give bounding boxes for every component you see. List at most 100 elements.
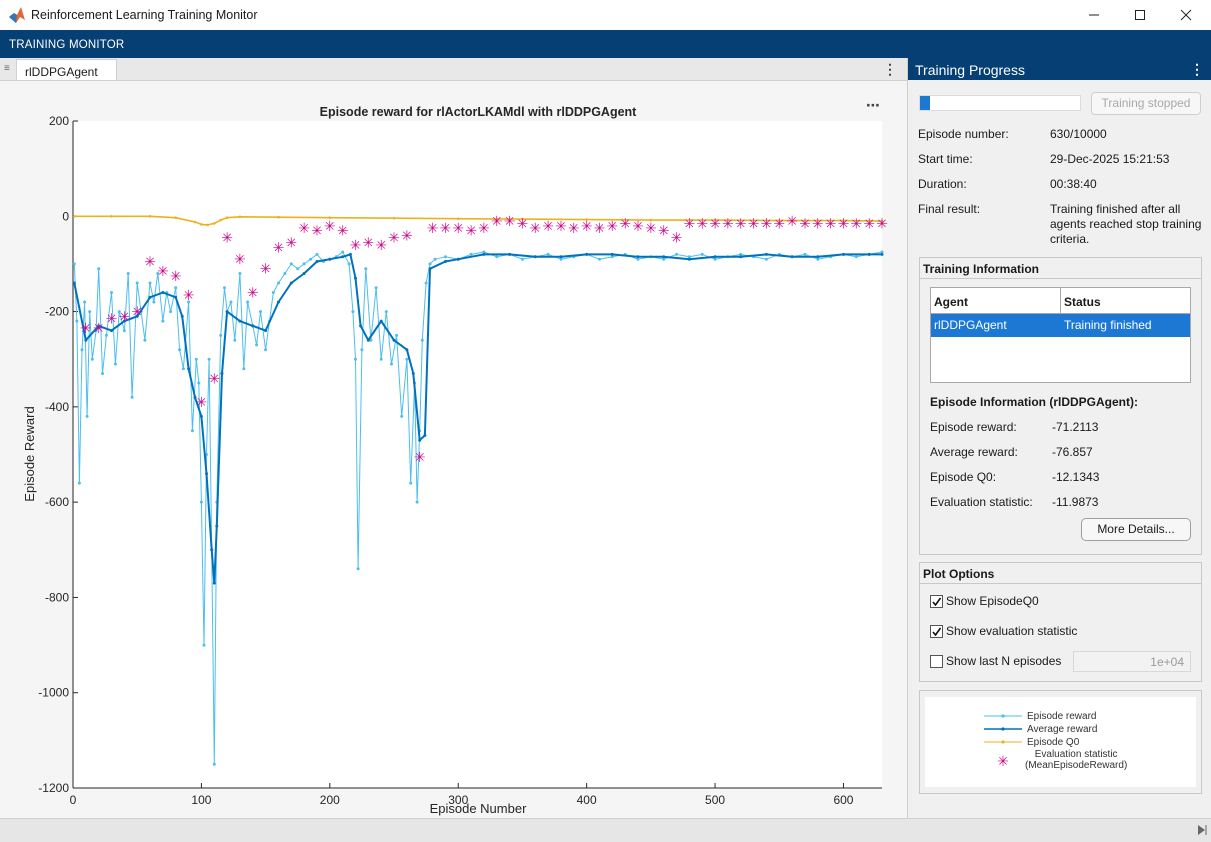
more-details-button[interactable]: More Details... (1081, 518, 1191, 541)
data-point (610, 255, 614, 259)
data-point (880, 219, 884, 223)
data-point (559, 255, 563, 259)
scroll-right-icon[interactable] (1195, 824, 1207, 836)
x-tick-label: 300 (448, 793, 468, 807)
tab-rlddpgagent[interactable]: rlDDPGAgent (16, 59, 117, 80)
show-evaluation-checkbox[interactable] (930, 625, 943, 638)
show-evaluation-label[interactable]: Show evaluation statistic (946, 624, 1078, 638)
data-point (194, 357, 198, 361)
evaluation-marker: ✳ (208, 371, 220, 387)
data-point (420, 338, 424, 342)
data-point (610, 252, 614, 256)
evaluation-marker: ✳ (722, 216, 734, 232)
data-point (662, 257, 666, 261)
data-point (359, 324, 363, 328)
data-point (161, 319, 165, 323)
ribbon-tab-training-monitor[interactable]: TRAINING MONITOR (9, 39, 125, 51)
plot-menu-icon[interactable]: ⋯ (866, 98, 880, 114)
evaluation-marker: ✳ (311, 224, 323, 240)
show-episodeq0-checkbox[interactable] (930, 595, 943, 608)
data-point (225, 310, 229, 314)
data-point (379, 357, 383, 361)
show-episodeq0-label[interactable]: Show EpisodeQ0 (946, 594, 1039, 608)
data-point (764, 257, 768, 261)
last-n-episodes-field[interactable]: 1e+04 (1073, 651, 1191, 672)
axis-ticks: 0 100 200 300 400 500 600 200 0 -200 -400 -600 -800 -… (38, 114, 882, 807)
data-point (675, 252, 678, 256)
evaluation-marker: ✳ (247, 286, 259, 302)
data-point (117, 310, 121, 314)
data-point (251, 324, 255, 328)
show-last-n-checkbox[interactable] (930, 655, 943, 668)
data-point (130, 395, 134, 399)
data-point (148, 281, 152, 285)
evaluation-marker: ✳ (542, 219, 554, 235)
evaluation-marker: ✳ (350, 238, 362, 254)
data-point (636, 255, 640, 259)
checkmark-icon (932, 627, 942, 637)
close-button[interactable] (1163, 0, 1209, 30)
duration-value: 00:38:40 (1050, 177, 1097, 191)
data-point (178, 348, 182, 352)
evaluation-marker: ✳ (144, 255, 156, 271)
data-point (546, 252, 550, 256)
evaluation-marker: ✳ (80, 321, 92, 337)
data-point (193, 395, 197, 399)
data-point (143, 338, 147, 342)
data-point (424, 281, 428, 285)
data-point (152, 300, 156, 304)
data-point (174, 286, 178, 290)
episode-number-label: Episode number: (918, 127, 1009, 141)
data-point (328, 216, 332, 219)
data-point (315, 260, 319, 263)
evaluation-marker: ✳ (478, 221, 490, 237)
column-header-agent[interactable]: Agent (931, 288, 1061, 314)
panel-header: Training Progress ⋮ (908, 58, 1211, 80)
data-point (277, 300, 280, 304)
evaluation-marker: ✳ (131, 305, 143, 321)
data-point (289, 262, 293, 266)
legend-label-evaluation: Evaluation statistic (MeanEpisodeReward) (1025, 749, 1127, 771)
maximize-button[interactable] (1117, 0, 1163, 30)
show-last-n-label[interactable]: Show last N episodes (946, 654, 1062, 668)
evaluation-marker: ✳ (709, 216, 721, 232)
table-row[interactable]: rlDDPGAgent Training finished (931, 314, 1190, 337)
data-point (238, 319, 242, 323)
evaluation-marker: ✳ (106, 312, 118, 328)
data-point (456, 217, 460, 220)
data-point (713, 255, 717, 259)
panel-options-icon[interactable]: ⋮ (1190, 61, 1204, 77)
x-tick-label: 500 (705, 793, 725, 807)
data-point (97, 267, 101, 271)
training-information-group: Training Information Agent Status rlDDPG… (919, 257, 1202, 555)
evaluation-marker: ✳ (465, 224, 477, 240)
data-point (104, 333, 108, 337)
data-point (309, 257, 313, 261)
progress-fill (920, 96, 931, 110)
data-point (259, 310, 262, 314)
data-point (409, 481, 413, 485)
tab-options-icon[interactable]: ⋮ (883, 61, 897, 77)
data-point (482, 252, 486, 256)
y-axis-label: Episode Reward (22, 406, 37, 501)
minimize-button[interactable] (1071, 0, 1117, 30)
data-point (428, 267, 432, 271)
data-point (212, 762, 216, 766)
column-header-status[interactable]: Status (1061, 288, 1190, 314)
data-point (456, 257, 460, 261)
data-point (495, 255, 499, 259)
data-point (110, 291, 113, 294)
data-point (520, 257, 524, 261)
panel-title: Training Progress (915, 62, 1025, 78)
evaluation-marker: ✳ (671, 231, 683, 247)
x-tick-label: 400 (577, 793, 597, 807)
episode-reward-label: Episode reward: (930, 420, 1017, 434)
data-point (411, 372, 415, 375)
drag-handle-icon[interactable]: ≡ (4, 63, 10, 74)
horizontal-scrollbar[interactable] (0, 818, 1211, 842)
evaluation-marker: ✳ (568, 221, 580, 237)
training-progress-bar (919, 95, 1081, 111)
evaluation-marker: ✳ (401, 228, 413, 244)
training-stopped-button[interactable]: Training stopped (1091, 92, 1201, 115)
data-point (180, 314, 184, 318)
